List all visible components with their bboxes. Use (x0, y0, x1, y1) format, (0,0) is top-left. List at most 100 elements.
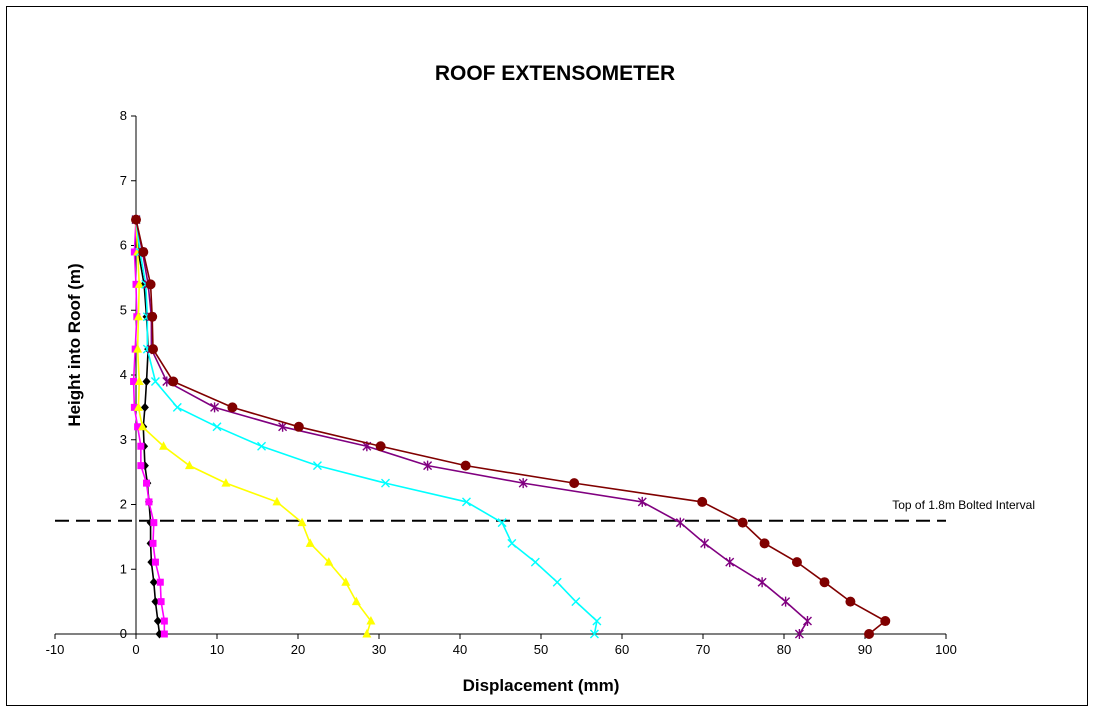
y-tick-label: 7 (120, 173, 127, 188)
data-point-square (130, 377, 138, 385)
data-point-diamond (140, 402, 149, 412)
x-tick-label: 60 (615, 642, 629, 657)
data-point-star (637, 496, 647, 507)
x-tick-label: 30 (372, 642, 386, 657)
data-point-x (380, 478, 390, 488)
data-point-diamond (149, 577, 158, 587)
data-point-star (423, 460, 433, 471)
x-tick-label: 20 (291, 642, 305, 657)
data-point-x (150, 376, 160, 386)
data-point-triangle (134, 279, 144, 288)
data-point-x (589, 629, 599, 639)
data-point-star (725, 557, 735, 568)
data-point-triangle (184, 460, 194, 470)
data-point-circle (168, 376, 179, 387)
data-point-triangle (133, 311, 143, 321)
data-point-circle (759, 538, 770, 549)
data-point-star (518, 478, 528, 489)
plot-area: -10 0 10 20 30 40 50 60 70 80 90 100 0 1 2 3 4 5 6 7 8 (46, 108, 957, 657)
x-axis-title: Displacement (mm) (463, 676, 620, 695)
x-tick-label: 10 (210, 642, 224, 657)
chart-title: ROOF EXTENSOMETER (435, 62, 675, 85)
y-tick-label: 3 (120, 432, 127, 447)
data-point-circle (864, 629, 875, 639)
data-point-star (700, 538, 710, 549)
data-point-star (278, 421, 288, 432)
data-point-square (156, 578, 164, 586)
data-point-circle (880, 616, 891, 627)
data-point-circle (147, 311, 158, 322)
data-point-triangle (159, 441, 169, 450)
data-point-square (145, 498, 153, 506)
data-point-square (130, 248, 138, 256)
data-point-square (137, 462, 145, 470)
data-point-square (160, 630, 168, 638)
data-point-circle (375, 441, 386, 452)
data-point-diamond (151, 597, 160, 607)
data-point-x (312, 461, 322, 471)
data-point-triangle (297, 517, 307, 527)
data-point-x (212, 422, 222, 432)
data-point-circle (737, 517, 748, 528)
x-tick-label: 70 (696, 642, 710, 657)
data-point-square (151, 558, 159, 566)
data-point-triangle (272, 496, 282, 506)
x-tick-label: 0 (132, 642, 139, 657)
data-point-circle (145, 279, 156, 290)
data-point-diamond (142, 376, 151, 386)
data-point-diamond (153, 616, 162, 626)
data-point-x (172, 402, 182, 412)
data-point-square (157, 598, 165, 606)
data-point-triangle (324, 557, 334, 566)
data-point-x (530, 557, 540, 567)
y-tick-label: 2 (120, 497, 127, 512)
data-point-square (149, 539, 157, 547)
data-point-triangle (221, 478, 231, 487)
series-3 (131, 215, 602, 639)
series-4 (131, 214, 812, 639)
data-point-triangle (305, 538, 315, 547)
x-tick-label: 90 (858, 642, 872, 657)
x-tick-label: -10 (46, 642, 65, 657)
data-point-triangle (362, 629, 372, 638)
data-point-star (675, 517, 685, 528)
data-point-triangle (137, 421, 147, 431)
data-point-circle (148, 344, 159, 355)
series-line (135, 219, 887, 635)
data-point-circle (138, 246, 149, 257)
series-line (135, 219, 598, 635)
data-point-star (210, 402, 220, 413)
y-tick-label: 1 (120, 561, 127, 576)
data-point-triangle (351, 596, 361, 606)
data-point-star (757, 577, 767, 588)
y-tick-label: 0 (120, 626, 127, 641)
data-point-square (137, 442, 145, 450)
data-point-square (143, 479, 151, 487)
y-tick-label: 8 (120, 108, 127, 123)
chart-frame (6, 6, 1088, 706)
data-point-square (160, 617, 168, 625)
data-point-star (802, 616, 812, 627)
data-point-star (781, 596, 791, 607)
x-tick-label: 40 (453, 642, 467, 657)
data-point-triangle (133, 344, 143, 353)
y-tick-label: 6 (120, 238, 127, 253)
data-point-x (552, 577, 562, 587)
data-point-x (571, 597, 581, 607)
series-group (130, 214, 891, 639)
data-point-circle (697, 496, 708, 507)
data-point-square (134, 423, 142, 431)
data-point-star (794, 629, 804, 639)
y-tick-label: 4 (120, 367, 127, 382)
series-line (135, 219, 372, 635)
data-point-triangle (341, 577, 351, 586)
data-point-x (461, 497, 471, 507)
data-point-triangle (366, 616, 376, 625)
y-tick-label: 5 (120, 302, 127, 317)
data-point-circle (791, 557, 802, 568)
data-point-square (132, 280, 140, 288)
x-tick-label: 100 (935, 642, 957, 657)
x-tick-label: 80 (777, 642, 791, 657)
data-point-x (507, 538, 517, 548)
